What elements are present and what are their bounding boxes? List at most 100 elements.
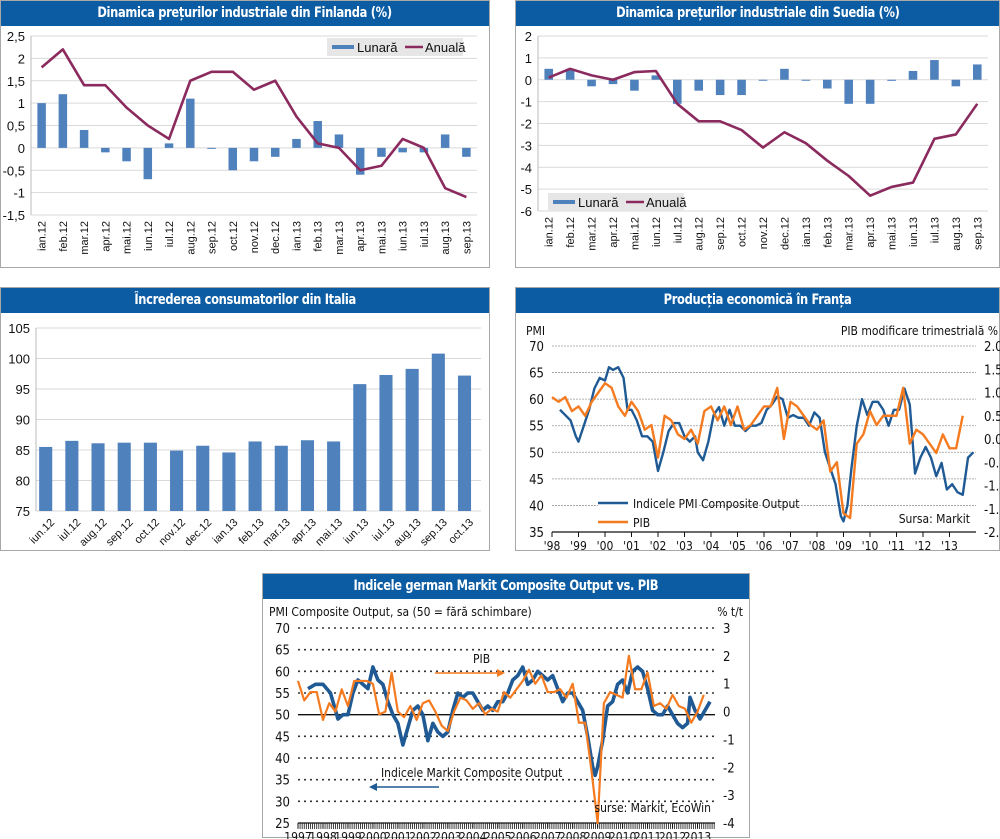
finland-chart-panel: Dinamica prețurilor industriale din Finl…: [0, 0, 490, 268]
pib-arrow-head-icon: [497, 669, 505, 677]
germany-chart-title: Indicele german Markit Composite Output …: [263, 574, 749, 599]
legend-bar-swatch: [332, 45, 354, 49]
legend-label-lunara: Lunară: [578, 195, 619, 210]
bar-iul.13: [379, 375, 392, 511]
x-tick-label: apr.13: [865, 217, 877, 248]
bar-nov.12: [170, 451, 183, 511]
bar-iun.12: [39, 447, 52, 511]
x-tick-label: apr.13: [355, 221, 367, 252]
x-tick-label: sep.13: [418, 517, 450, 549]
legend-label-anuala: Anuală: [646, 195, 687, 210]
france-chart-title: Producția economică în Franța: [516, 288, 999, 313]
x-tick-label: dec.12: [270, 221, 282, 254]
y-right-tick-label: -0.5: [984, 456, 1000, 471]
x-tick-label: mai.13: [313, 517, 345, 549]
bar-iul.13: [930, 60, 939, 80]
x-tick-label: mai.13: [887, 217, 899, 250]
x-tick-label: '11: [888, 539, 905, 553]
bar-apr.12: [101, 148, 109, 152]
pmi-annotation: Indicele Markit Composite Output: [381, 766, 562, 780]
x-tick-label: sep.13: [461, 221, 473, 254]
y-tick-label: 90: [16, 413, 30, 428]
bar-mar.13: [335, 134, 343, 147]
bar-dec.12: [271, 148, 279, 157]
x-tick-label: iul.12: [672, 217, 684, 243]
x-tick-label: '98: [544, 539, 561, 553]
bar-iul.12: [165, 143, 173, 147]
x-tick-label: oct.12: [737, 217, 749, 247]
bar-oct.12: [229, 148, 237, 170]
bar-iun.13: [909, 71, 918, 80]
bar-mar.13: [844, 80, 853, 104]
bar-oct.13: [458, 376, 471, 511]
y-right-tick-label: -1.5: [984, 503, 1000, 518]
x-tick-label: mar.13: [844, 217, 856, 251]
bar-mar.13: [275, 446, 288, 511]
y-left-axis-label: PMI Composite Output, sa (50 = fără schi…: [269, 605, 532, 619]
x-tick-label: aug.13: [391, 517, 423, 549]
y-tick-label: 1: [18, 96, 25, 111]
y-left-tick-label: 45: [275, 730, 290, 745]
x-tick-label: nov.12: [249, 221, 261, 253]
x-tick-label: apr.12: [100, 221, 112, 252]
bar-oct.12: [144, 443, 157, 511]
y-tick-label: -2: [520, 117, 532, 132]
x-tick-label: iun.12: [651, 217, 663, 247]
bar-iun.13: [398, 148, 406, 152]
bar-feb.12: [59, 94, 67, 148]
y-tick-label: 2: [18, 51, 25, 66]
x-tick-label: '99: [570, 539, 587, 553]
x-tick-label: aug.12: [77, 517, 109, 549]
bar-ian.12: [37, 103, 45, 148]
bar-iul.12: [65, 441, 78, 511]
legend-label-pmi: Indicele PMI Composite Output: [633, 497, 800, 511]
x-tick-label: mar.12: [79, 221, 91, 255]
y-right-tick-label: -3: [723, 789, 735, 804]
legend-bar-swatch: [553, 200, 575, 204]
bar-sep.13: [973, 64, 982, 79]
y-left-tick-label: 50: [529, 446, 544, 461]
germany-chart-panel: Indicele german Markit Composite Output …: [262, 573, 750, 838]
y-right-tick-label: 0.0: [984, 433, 1000, 448]
x-tick-label: dec.12: [779, 217, 791, 250]
y-left-tick-label: 50: [275, 709, 290, 724]
bar-aug.13: [952, 80, 961, 87]
bar-ian.13: [222, 452, 235, 511]
x-tick-label: '13: [941, 539, 958, 553]
source-note: surse: Markit, EcoWin: [594, 801, 711, 815]
x-tick-label: iun.13: [342, 517, 372, 547]
y-left-tick-label: 70: [529, 340, 544, 355]
bar-sep.12: [118, 443, 131, 511]
x-tick-label: ian.13: [291, 221, 303, 251]
x-tick-label: '05: [729, 539, 746, 553]
bar-apr.13: [866, 80, 875, 104]
x-tick-label: aug.13: [440, 221, 452, 255]
bar-sep.12: [716, 80, 725, 95]
y-tick-label: -1: [520, 95, 532, 110]
bar-aug.13: [406, 369, 419, 511]
x-tick-label: sep.12: [104, 517, 136, 549]
bar-mar.12: [80, 130, 88, 148]
y-tick-label: 2: [525, 29, 532, 44]
x-tick-label: apr.12: [608, 217, 620, 248]
bar-aug.12: [694, 80, 703, 91]
y-left-tick-label: 60: [529, 393, 544, 408]
y-tick-label: 0,5: [7, 119, 25, 134]
bar-mai.12: [630, 80, 639, 91]
x-tick-label: iun.12: [143, 221, 155, 251]
x-tick-label: iun.13: [398, 221, 410, 251]
y-right-tick-label: -2: [723, 761, 735, 776]
x-tick-label: aug.12: [694, 217, 706, 251]
sweden-chart-title: Dinamica prețurilor industriale din Sued…: [516, 1, 999, 26]
x-tick-label: ian.12: [37, 221, 49, 251]
bar-aug.13: [441, 134, 449, 147]
x-tick-label: aug.12: [185, 221, 197, 255]
x-tick-label: mai.12: [629, 217, 641, 250]
y-left-tick-label: 65: [529, 367, 544, 382]
annual-line: [549, 69, 978, 196]
x-tick-label: dec.12: [182, 517, 214, 549]
y-right-tick-label: 2: [723, 650, 730, 665]
x-tick-label: '00: [597, 539, 614, 553]
